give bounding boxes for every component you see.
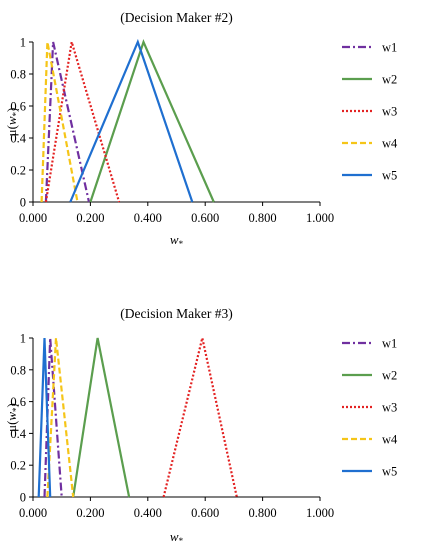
y-tick-label: 0.4 <box>10 132 26 146</box>
y-tick-label: 0 <box>20 491 26 505</box>
series-line-w1 <box>44 41 91 203</box>
y-tick-label: 0.2 <box>10 164 26 178</box>
x-tick-label: 1.000 <box>306 506 334 520</box>
legend-label-w1: w1 <box>382 41 397 55</box>
series-line-w3 <box>162 337 238 498</box>
legend-label-w4: w4 <box>382 433 398 447</box>
series-line-w2 <box>72 337 131 498</box>
y-tick-label: 0.6 <box>10 395 26 409</box>
x-tick-label: 0.800 <box>249 211 277 225</box>
legend-label-w4: w4 <box>382 137 398 151</box>
y-tick-label: 0.8 <box>10 363 26 377</box>
x-tick-label: 0.600 <box>191 506 219 520</box>
series-line-w3 <box>44 41 121 203</box>
x-tick-label: 0.000 <box>19 211 47 225</box>
x-axis-label: w* <box>170 529 184 546</box>
x-tick-label: 0.400 <box>134 211 162 225</box>
legend-label-w1: w1 <box>382 337 397 351</box>
series-line-w1 <box>43 337 63 498</box>
y-tick-label: 1 <box>20 332 26 346</box>
chart-title: (Decision Maker #3) <box>120 306 232 321</box>
x-tick-label: 1.000 <box>306 211 334 225</box>
y-axis-label: μ(w*) <box>4 108 21 137</box>
y-tick-label: 1 <box>20 36 26 50</box>
series-line-w4 <box>46 337 75 498</box>
legend-label-w3: w3 <box>382 401 397 415</box>
chart-panel-dm2: (Decision Maker #2) 0 0.2 0.4 0.6 0.8 1 0.000 0.… <box>4 10 398 249</box>
x-tick-label: 0.600 <box>191 211 219 225</box>
series-line-w2 <box>89 38 215 203</box>
legend-label-w2: w2 <box>382 369 397 383</box>
x-axis-label: w* <box>170 232 184 249</box>
x-tick-label: 0.200 <box>76 506 104 520</box>
legend-label-w3: w3 <box>382 105 397 119</box>
y-tick-label: 0 <box>20 196 26 210</box>
legend-label-w5: w5 <box>382 169 397 183</box>
legend-label-w2: w2 <box>382 73 397 87</box>
chart-title: (Decision Maker #2) <box>120 10 232 25</box>
y-tick-label: 0.2 <box>10 459 26 473</box>
series-line-w5 <box>37 337 52 498</box>
x-tick-label: 0.400 <box>134 506 162 520</box>
y-tick-label: 0.8 <box>10 68 26 82</box>
x-tick-label: 0.200 <box>76 211 104 225</box>
x-tick-label: 0.800 <box>249 506 277 520</box>
legend-label-w5: w5 <box>382 465 397 479</box>
chart-panel-dm3: (Decision Maker #3) 0 0.2 0.4 0.6 0.8 1 0.000 0.… <box>4 306 398 546</box>
x-tick-label: 0.000 <box>19 506 47 520</box>
y-axis-label: μ(w*) <box>4 403 21 432</box>
series-line-w5 <box>69 38 194 203</box>
y-tick-label: 0.6 <box>10 100 26 114</box>
y-tick-label: 0.4 <box>10 427 26 441</box>
